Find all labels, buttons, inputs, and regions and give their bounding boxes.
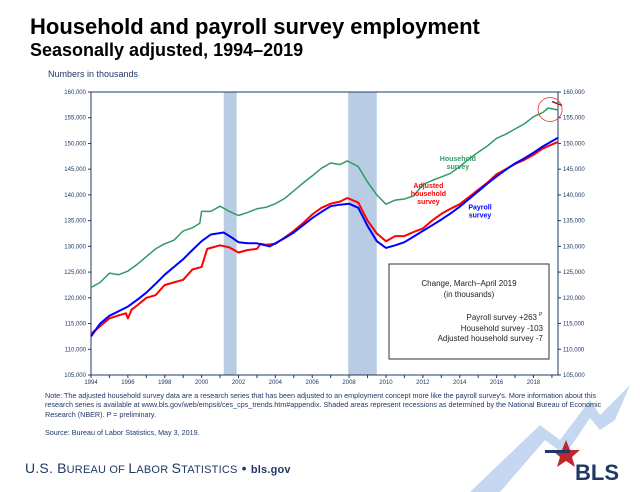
- change-box: Change, March–April 2019 (in thousands) …: [388, 263, 550, 360]
- y-tick-label-left: 105,000: [64, 373, 86, 379]
- bls-logo-text: BLS: [575, 460, 619, 485]
- x-tick-label: 2010: [379, 380, 393, 386]
- x-tick-label: 2008: [342, 380, 356, 386]
- series-line-adjusted-household-survey: [90, 140, 559, 335]
- x-tick-label: 1996: [121, 380, 135, 386]
- y-tick-label-left: 125,000: [64, 270, 86, 276]
- y-tick-label-left: 115,000: [65, 322, 87, 328]
- change-box-title: Change, March–April 2019: [421, 279, 517, 288]
- y-tick-label-right: 135,000: [563, 219, 585, 225]
- y-tick-label-right: 125,000: [563, 270, 585, 276]
- x-tick-label: 2018: [527, 380, 541, 386]
- annotation-circle: [537, 97, 563, 122]
- series-label: Payroll: [468, 204, 491, 211]
- units-label: Numbers in thousands: [48, 69, 139, 79]
- series-label: household: [411, 191, 446, 198]
- site-link[interactable]: bls.gov: [250, 464, 291, 476]
- series-label: survey: [417, 199, 440, 206]
- y-tick-label-left: 110,000: [65, 347, 87, 353]
- change-row-household: Household survey -103: [461, 324, 544, 333]
- y-tick-label-right: 140,000: [563, 193, 585, 199]
- y-tick-label-right: 105,000: [563, 373, 585, 379]
- y-tick-label-right: 150,000: [563, 141, 585, 147]
- y-tick-label-right: 130,000: [563, 244, 585, 250]
- y-tick-label-left: 160,000: [64, 90, 86, 96]
- y-tick-label-right: 155,000: [563, 116, 585, 122]
- plot-frame: [90, 91, 559, 376]
- series-label: survey: [469, 212, 492, 219]
- change-box-subtitle: (in thousands): [444, 290, 495, 299]
- y-tick-label-left: 120,000: [64, 296, 86, 302]
- series-label: Household: [440, 156, 476, 163]
- agency-name: U.S. BUREAU OF LABOR STATISTICS • bls.go…: [25, 460, 291, 476]
- x-tick-label: 2012: [416, 380, 430, 386]
- preliminary-marker: P: [539, 312, 543, 318]
- x-tick-label: 1994: [84, 380, 98, 386]
- y-tick-label-right: 160,000: [563, 90, 585, 96]
- x-tick-label: 2014: [453, 380, 467, 386]
- chart-title: Household and payroll survey employment: [30, 14, 480, 39]
- y-tick-label-left: 130,000: [64, 244, 86, 250]
- series-line-household-survey: [90, 107, 559, 289]
- x-tick-label: 1998: [158, 380, 172, 386]
- series-label: Adjusted: [413, 183, 443, 190]
- chart-subtitle: Seasonally adjusted, 1994–2019: [30, 40, 304, 60]
- y-tick-label-left: 145,000: [64, 167, 86, 173]
- series-label: survey: [447, 164, 470, 171]
- y-tick-label-left: 135,000: [64, 219, 86, 225]
- source-note: Source: Bureau of Labor Statistics, May …: [45, 428, 200, 437]
- x-tick-label: 2000: [195, 380, 209, 386]
- x-tick-label: 2002: [232, 380, 246, 386]
- annotation-mark: [551, 100, 563, 107]
- series-line-payroll-survey: [90, 136, 559, 337]
- bls-logo: BLS: [470, 385, 630, 492]
- x-tick-label: 2016: [490, 380, 504, 386]
- x-tick-label: 2004: [269, 380, 283, 386]
- footnote: Note: The adjusted household survey data…: [45, 391, 602, 419]
- y-tick-label-left: 140,000: [64, 193, 86, 199]
- y-tick-label-right: 120,000: [563, 296, 585, 302]
- y-tick-label-left: 150,000: [64, 141, 86, 147]
- recession-band: [223, 92, 237, 375]
- y-tick-label-right: 145,000: [563, 167, 585, 173]
- y-tick-label-left: 155,000: [64, 116, 86, 122]
- y-tick-label-right: 115,000: [563, 322, 585, 328]
- x-tick-label: 2006: [306, 380, 320, 386]
- change-row-adjusted: Adjusted household survey -7: [438, 334, 544, 343]
- change-row-payroll: Payroll survey +263: [467, 313, 538, 322]
- y-tick-label-right: 110,000: [563, 347, 585, 353]
